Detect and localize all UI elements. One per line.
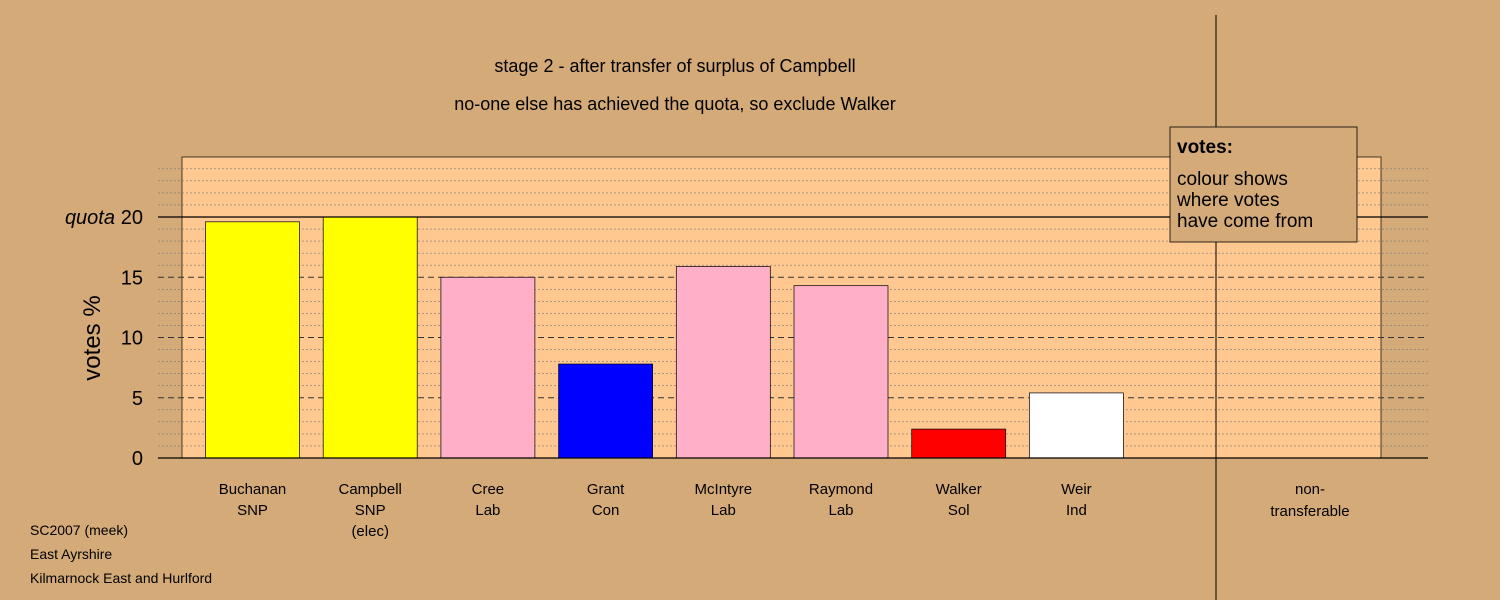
bar-campbell (322, 216, 418, 459)
y-tick-label: 15 (121, 267, 143, 289)
y-tick-labels: 0 5 10 15 20 (121, 207, 143, 470)
y-tick-label: 20 (121, 207, 143, 229)
chart-subtitle: no-one else has achieved the quota, so e… (454, 94, 896, 114)
x-label-campbell-2: (elec) (351, 523, 389, 540)
y-tick-label: 5 (132, 388, 143, 410)
x-label-grant-1: Con (592, 502, 620, 519)
x-label-raymond-0: Raymond (809, 481, 873, 498)
bars (205, 216, 1124, 459)
x-label-mcintyre-1: Lab (711, 502, 736, 519)
x-label-raymond-1: Lab (828, 502, 853, 519)
x-label-cree-1: Lab (475, 502, 500, 519)
non-transferable-label-line2: transferable (1270, 503, 1349, 520)
bar-weir (1029, 392, 1124, 459)
legend-box: votes: colour shows where votes have com… (1169, 126, 1358, 243)
x-label-buchanan-0: Buchanan (219, 481, 287, 498)
x-label-campbell-0: Campbell (339, 481, 402, 498)
bar-mcintyre (675, 266, 771, 459)
bar-grant (558, 363, 653, 459)
x-label-grant-0: Grant (587, 481, 625, 498)
bar-cree (440, 276, 536, 459)
y-axis-label: votes % (79, 295, 106, 380)
footer-ward: Kilmarnock East and Hurlford (30, 570, 213, 586)
x-label-walker-1: Sol (948, 502, 970, 519)
legend-title: votes: (1177, 137, 1233, 158)
x-label-mcintyre-0: McIntyre (695, 481, 753, 498)
x-label-campbell-1: SNP (355, 502, 386, 519)
bar-walker (911, 428, 1007, 459)
footer-council: East Ayrshire (30, 546, 113, 562)
y-tick-label: 10 (121, 328, 143, 350)
x-label-weir-1: Ind (1066, 502, 1087, 519)
legend-line-2: where votes (1176, 190, 1279, 211)
x-category-labels: Buchanan SNP Campbell SNP (elec) Cree Lab Grant… (219, 481, 1092, 540)
x-label-walker-0: Walker (936, 481, 982, 498)
legend-background (1169, 126, 1358, 243)
chart-title: stage 2 - after transfer of surplus of C… (494, 56, 855, 76)
quota-label: quota (65, 207, 115, 229)
x-label-weir-0: Weir (1061, 481, 1092, 498)
bar-raymond (793, 285, 889, 459)
non-transferable-label-line1: non- (1295, 481, 1325, 498)
bar-buchanan (205, 221, 300, 459)
legend-line-3: have come from (1177, 211, 1313, 232)
x-label-buchanan-1: SNP (237, 502, 268, 519)
legend-line-1: colour shows (1177, 169, 1288, 190)
x-label-cree-0: Cree (472, 481, 505, 498)
footer-source: SC2007 (meek) (30, 522, 129, 538)
y-tick-label: 0 (132, 448, 143, 470)
